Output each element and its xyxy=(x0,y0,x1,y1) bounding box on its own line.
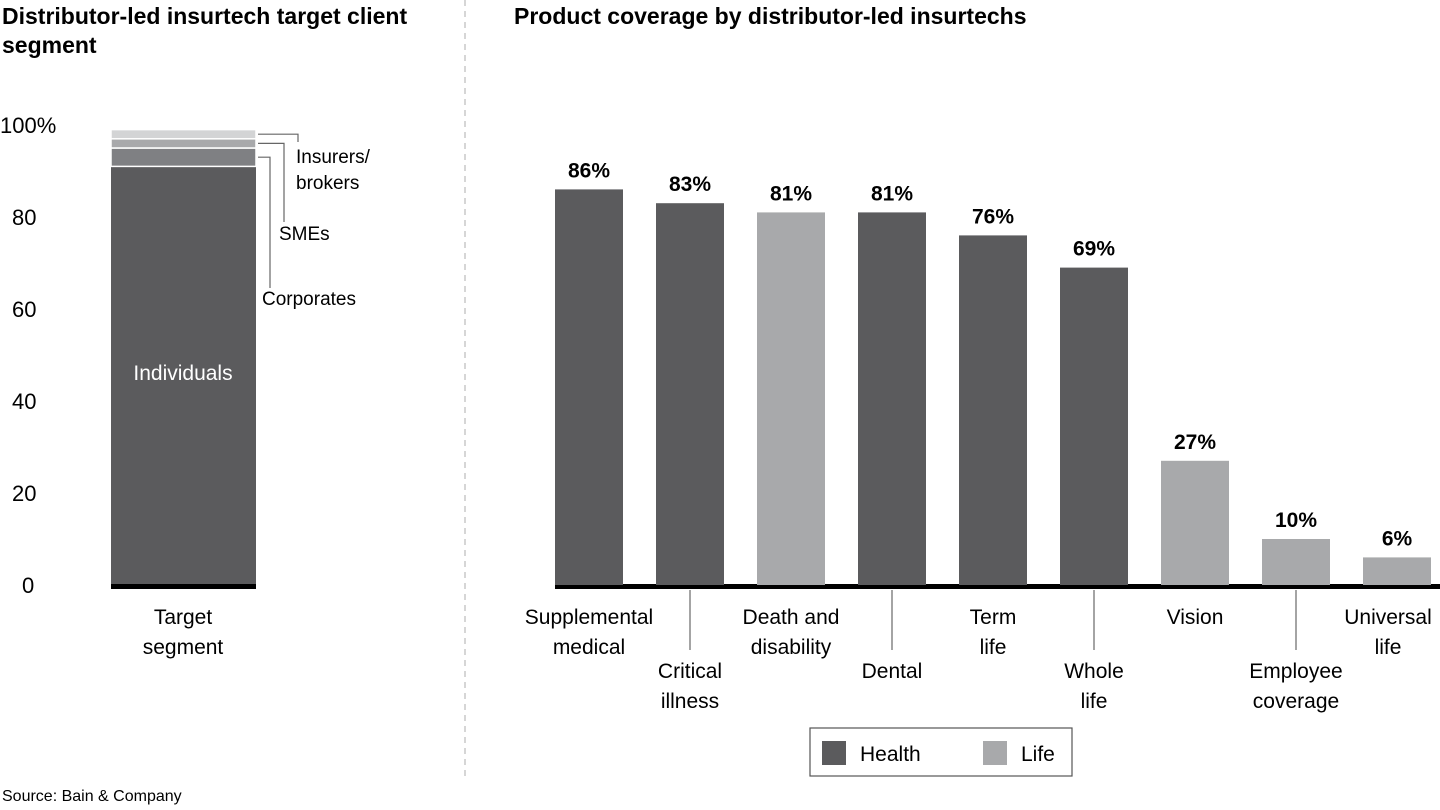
y-tick-label: 80 xyxy=(12,205,36,230)
bar-critical-illness xyxy=(656,203,724,585)
x-tick-label: Supplemental xyxy=(525,606,653,629)
source-note: Source: Bain & Company xyxy=(2,788,182,805)
x-axis-baseline xyxy=(555,584,1440,589)
segment-label-corporates: Corporates xyxy=(262,289,356,310)
legend-swatch-life xyxy=(983,741,1007,765)
data-label: 10% xyxy=(1275,509,1317,532)
leader-line xyxy=(258,156,271,288)
x-tick-label: Death and xyxy=(743,606,840,629)
x-tick-label: life xyxy=(980,636,1007,659)
data-label: 76% xyxy=(972,205,1014,228)
data-label: 27% xyxy=(1174,431,1216,454)
x-tick-label: Dental xyxy=(862,660,923,683)
stack-segment-smes xyxy=(110,138,257,149)
y-tick-label: 20 xyxy=(12,481,36,506)
data-label: 81% xyxy=(770,182,812,205)
segment-label-individuals: Individuals xyxy=(133,362,232,385)
bar-universal-life xyxy=(1363,557,1431,585)
legend-label-life: Life xyxy=(1021,743,1055,766)
y-tick-label: 0 xyxy=(22,573,34,598)
bar-vision xyxy=(1161,460,1229,585)
x-tick-label: disability xyxy=(751,636,832,659)
x-tick-label: life xyxy=(1081,690,1108,713)
bar-death-and-disability xyxy=(757,212,825,585)
data-label: 69% xyxy=(1073,238,1115,261)
leader-line xyxy=(258,133,299,142)
x-tick-label: Universal xyxy=(1344,606,1432,629)
data-label: 83% xyxy=(669,173,711,196)
x-tick-label: illness xyxy=(661,690,719,713)
bar-term-life xyxy=(959,235,1027,585)
x-tick-label: Whole xyxy=(1064,660,1124,683)
bar-employee-coverage xyxy=(1262,539,1330,585)
stack-segment-corporates xyxy=(110,147,257,168)
data-label: 86% xyxy=(568,159,610,182)
bar-whole-life xyxy=(1060,267,1128,585)
segment-label-smes: SMEs xyxy=(279,224,330,245)
stack-segment-insurers-brokers xyxy=(110,128,257,140)
legend-swatch-health xyxy=(822,741,846,765)
stack-segment-individuals xyxy=(111,166,256,585)
x-tick-label: Vision xyxy=(1167,606,1224,629)
y-tick-label: 60 xyxy=(12,297,36,322)
legend-box xyxy=(809,727,1073,777)
x-tick-label: Term xyxy=(970,606,1017,629)
x-tick-label: Critical xyxy=(658,660,722,683)
x-tick-label: life xyxy=(1375,636,1402,659)
segment-label-insurers: Insurers/ xyxy=(296,147,371,168)
x-tick-label: segment xyxy=(143,636,224,659)
x-tick-label: coverage xyxy=(1253,690,1339,713)
x-axis-baseline xyxy=(111,584,256,589)
right-chart-title: Product coverage by distributor-led insu… xyxy=(514,3,1027,29)
leader-line xyxy=(258,142,285,222)
data-label: 6% xyxy=(1382,527,1413,550)
segment-label-brokers: brokers xyxy=(296,173,359,194)
y-tick-label: 40 xyxy=(12,389,36,414)
legend-label-health: Health xyxy=(860,743,921,766)
bar-dental xyxy=(858,212,926,585)
bar-supplemental-medical xyxy=(555,189,623,585)
data-label: 81% xyxy=(871,182,913,205)
x-tick-label: Target xyxy=(154,606,213,629)
x-tick-label: Employee xyxy=(1249,660,1342,683)
y-tick-label: 100% xyxy=(0,113,56,138)
left-chart-title: Distributor-led insurtech target client … xyxy=(2,3,408,58)
x-tick-label: medical xyxy=(553,636,625,659)
